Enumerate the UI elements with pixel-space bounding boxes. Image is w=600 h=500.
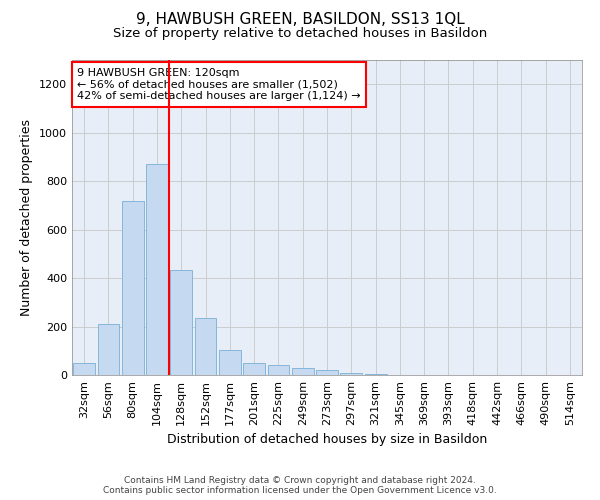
Bar: [316, 370, 338, 375]
Bar: [292, 368, 314, 375]
Text: Size of property relative to detached houses in Basildon: Size of property relative to detached ho…: [113, 28, 487, 40]
Bar: [170, 270, 192, 375]
Bar: [268, 366, 289, 375]
Bar: [243, 363, 265, 375]
Bar: [194, 318, 217, 375]
Bar: [73, 363, 95, 375]
X-axis label: Distribution of detached houses by size in Basildon: Distribution of detached houses by size …: [167, 434, 487, 446]
Text: 9, HAWBUSH GREEN, BASILDON, SS13 1QL: 9, HAWBUSH GREEN, BASILDON, SS13 1QL: [136, 12, 464, 28]
Bar: [340, 372, 362, 375]
Bar: [365, 374, 386, 375]
Text: 9 HAWBUSH GREEN: 120sqm
← 56% of detached houses are smaller (1,502)
42% of semi: 9 HAWBUSH GREEN: 120sqm ← 56% of detache…: [77, 68, 361, 101]
Bar: [97, 324, 119, 375]
Bar: [122, 200, 143, 375]
Bar: [146, 164, 168, 375]
Y-axis label: Number of detached properties: Number of detached properties: [20, 119, 34, 316]
Bar: [219, 350, 241, 375]
Text: Contains HM Land Registry data © Crown copyright and database right 2024.
Contai: Contains HM Land Registry data © Crown c…: [103, 476, 497, 495]
